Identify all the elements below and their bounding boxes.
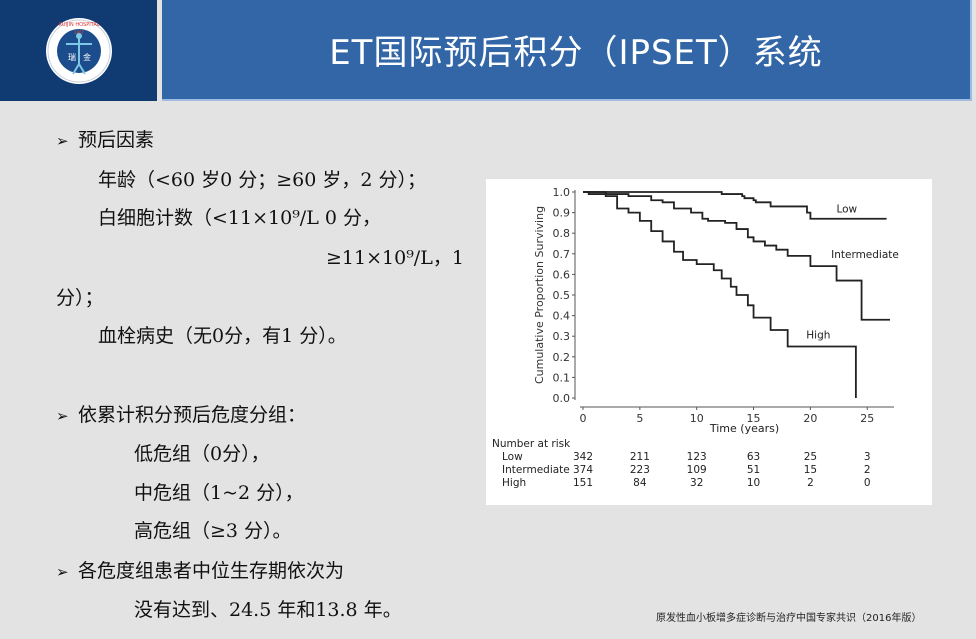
curve-high (583, 191, 857, 398)
svg-text:1.0: 1.0 (553, 186, 571, 199)
median-survival-values: 没有达到、24.5 年和13.8 年。 (134, 599, 402, 621)
svg-text:Number at risk: Number at risk (492, 438, 571, 450)
kaplan-meier-plot: 0.00.10.20.30.40.50.60.70.80.91.00 5 10 15 2… (492, 186, 899, 489)
svg-text:0.1: 0.1 (553, 371, 571, 384)
svg-text:Cumulative Proportion Survivin: Cumulative Proportion Surviving (533, 206, 546, 384)
svg-text:109: 109 (687, 464, 707, 476)
section-heading: 依累计积分预后危度分组： (78, 404, 307, 426)
factor-thrombosis: 血栓病史（无0分，有1 分）。 (98, 325, 347, 347)
slide-title: ET国际预后积分（IPSET）系统 (329, 33, 823, 73)
svg-text:0.0: 0.0 (553, 392, 571, 405)
svg-text:10: 10 (747, 477, 760, 489)
svg-text:84: 84 (633, 477, 647, 489)
svg-text:51: 51 (747, 464, 760, 476)
svg-text:123: 123 (687, 451, 707, 463)
svg-text:0: 0 (580, 412, 587, 425)
svg-text:20: 20 (803, 412, 817, 425)
svg-text:0.6: 0.6 (553, 268, 571, 281)
factor-wbc: 白细胞计数（<11×10⁹/L 0 分， (98, 207, 381, 229)
svg-text:0.9: 0.9 (553, 207, 571, 220)
slide-header: RUIJIN HOSPITAL 1907 瑞 金 ET国际预后积分（IPSET）… (0, 0, 976, 103)
title-banner: ET国际预后积分（IPSET）系统 (162, 0, 972, 101)
section-heading: 预后因素 (78, 129, 155, 151)
risk-high: 高危组（≥3 分）。 (134, 520, 292, 542)
svg-text:32: 32 (690, 477, 703, 489)
svg-text:0.7: 0.7 (553, 248, 571, 261)
svg-text:223: 223 (630, 464, 650, 476)
svg-text:15: 15 (747, 412, 761, 425)
source-citation: 原发性血小板增多症诊断与治疗中国专家共识（2016年版） (656, 613, 922, 624)
hospital-logo-icon: RUIJIN HOSPITAL 1907 瑞 金 (45, 17, 112, 84)
logo-panel: RUIJIN HOSPITAL 1907 瑞 金 (0, 0, 157, 101)
svg-text:0.5: 0.5 (553, 289, 571, 302)
svg-text:63: 63 (747, 451, 760, 463)
svg-text:2: 2 (864, 464, 871, 476)
svg-text:0: 0 (864, 477, 871, 489)
arrow-bullet-icon: ➢ (56, 563, 69, 581)
svg-text:2: 2 (807, 477, 814, 489)
factor-wbc-cont: ≥11×10⁹/L，1 (326, 247, 464, 269)
svg-text:0.8: 0.8 (553, 227, 571, 240)
svg-text:5: 5 (636, 412, 643, 425)
curve-intermediate (583, 191, 890, 321)
svg-text:High: High (806, 329, 830, 341)
curve-low (583, 191, 887, 220)
svg-text:Intermediate: Intermediate (831, 249, 899, 261)
arrow-bullet-icon: ➢ (56, 132, 69, 150)
svg-text:151: 151 (573, 477, 593, 489)
arrow-bullet-icon: ➢ (56, 407, 69, 425)
svg-text:211: 211 (630, 451, 650, 463)
section-heading: 各危度组患者中位生存期依次为 (78, 560, 345, 582)
factor-age: 年龄（<60 岁0 分；≥60 岁，2 分）； (98, 169, 427, 191)
svg-text:25: 25 (804, 451, 817, 463)
svg-text:Intermediate: Intermediate (502, 464, 570, 476)
factor-wbc-end: 分）； (56, 287, 104, 309)
svg-text:0.3: 0.3 (553, 330, 571, 343)
svg-text:342: 342 (573, 451, 593, 463)
svg-text:金: 金 (83, 52, 91, 62)
svg-text:RUIJIN HOSPITAL: RUIJIN HOSPITAL (58, 22, 99, 28)
risk-intermediate: 中危组（1~2 分）， (134, 482, 304, 504)
risk-low: 低危组（0分）， (134, 443, 270, 465)
svg-text:0.4: 0.4 (553, 310, 571, 323)
svg-text:0.2: 0.2 (553, 351, 571, 364)
survival-chart: 0.0 0.1 0.2 0.3 0.4 0.5 0.6 0.7 0.8 0.9 1.0 0 5 10 15 2… (486, 179, 932, 505)
svg-text:3: 3 (864, 451, 871, 463)
svg-text:Time (years): Time (years) (709, 422, 779, 435)
svg-text:15: 15 (804, 464, 817, 476)
svg-text:374: 374 (573, 464, 593, 476)
svg-text:High: High (502, 477, 526, 489)
svg-text:Low: Low (502, 451, 523, 463)
svg-text:瑞: 瑞 (68, 52, 76, 62)
svg-text:1907: 1907 (73, 30, 84, 35)
svg-text:Low: Low (836, 204, 857, 216)
svg-text:10: 10 (690, 412, 704, 425)
svg-text:25: 25 (860, 412, 874, 425)
